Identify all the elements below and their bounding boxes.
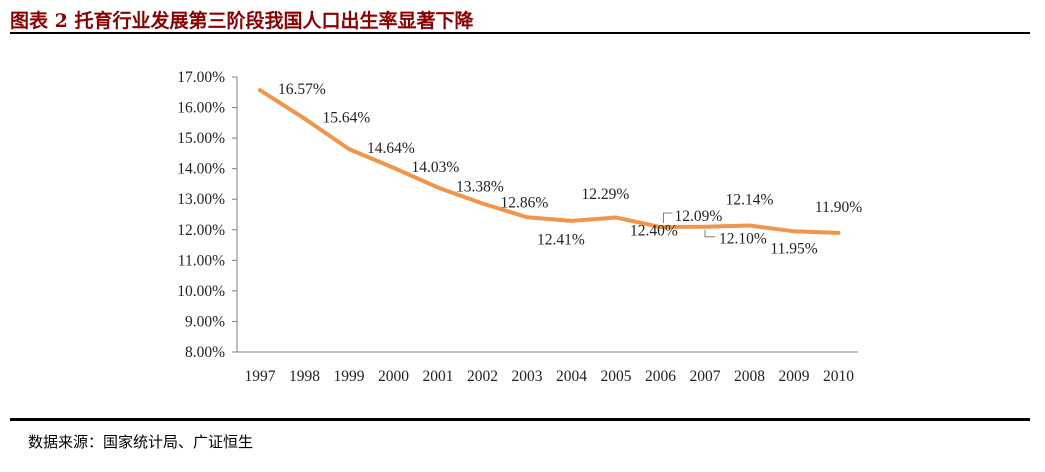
x-tick-label: 2002 (467, 368, 498, 385)
bottom-rule (10, 418, 1030, 421)
data-label: 14.03% (412, 159, 460, 176)
plot-area (258, 88, 841, 235)
data-label: 11.90% (815, 199, 862, 216)
x-tick-label: 2007 (690, 368, 721, 385)
data-label: 12.86% (501, 195, 549, 212)
data-label: 13.38% (456, 179, 504, 196)
x-tick-label: 1997 (245, 368, 276, 385)
chart-title: 图表 2 托育行业发展第三阶段我国人口出生率显著下降 (10, 10, 474, 32)
x-tick-label: 1999 (334, 368, 365, 385)
data-label: 12.29% (582, 186, 630, 203)
data-label: 14.64% (367, 140, 415, 157)
x-tick-label: 2006 (645, 368, 676, 385)
x-tick-label: 2010 (823, 368, 854, 385)
leader-line (704, 229, 715, 238)
y-tick-label: 13.00% (177, 191, 225, 208)
source-note: 数据来源：国家统计局、广证恒生 (28, 433, 254, 451)
y-tick-label: 9.00% (185, 313, 225, 330)
y-tick-label: 10.00% (177, 283, 225, 300)
x-tick-label: 2001 (423, 368, 454, 385)
y-tick-label: 12.00% (177, 222, 225, 239)
data-label: 12.41% (537, 231, 585, 248)
data-label: 12.10% (719, 231, 767, 248)
data-labels: 16.57% 15.64% 14.64% 14.03% 13.38%12.86% 12.4… (278, 81, 862, 257)
data-label: 12.14% (726, 192, 774, 209)
x-tick-label: 2005 (601, 368, 632, 385)
series-line (258, 88, 841, 235)
y-axis: 8.00% 9.00% 10.00% 11.00% 12.00% 13.00% 14.00%… (177, 69, 238, 361)
y-tick-label: 15.00% (177, 130, 225, 147)
top-rule (10, 32, 1030, 34)
data-label: 12.40% (630, 223, 678, 240)
data-label: 16.57% (278, 81, 326, 98)
y-tick-label: 16.00% (177, 100, 225, 117)
x-tick-label: 2008 (734, 368, 765, 385)
data-label: 12.09% (675, 208, 723, 225)
x-axis: 1997 1998 1999 2000 2001 2002 2003 2004 2005 2006… (237, 351, 858, 385)
x-tick-label: 2000 (378, 368, 409, 385)
x-tick-label: 1998 (289, 368, 320, 385)
y-tick-label: 14.00% (177, 161, 225, 178)
y-tick-label: 8.00% (185, 344, 225, 361)
y-tick-label: 11.00% (178, 252, 225, 269)
data-label: 11.95% (770, 240, 817, 257)
y-tick-label: 17.00% (177, 69, 225, 86)
x-tick-label: 2009 (779, 368, 810, 385)
x-tick-label: 2003 (512, 368, 543, 385)
data-label: 15.64% (323, 110, 371, 127)
leader-line (663, 212, 673, 224)
x-tick-label: 2004 (556, 368, 587, 385)
